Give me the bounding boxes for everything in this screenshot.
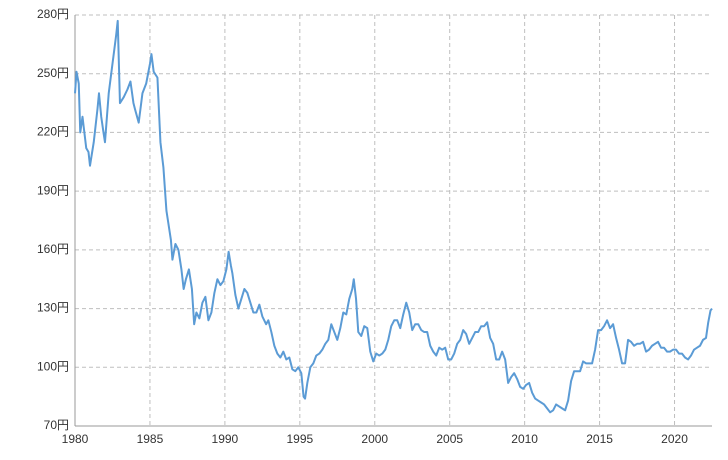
y-tick-label: 190円 [37,183,69,197]
y-tick-label: 130円 [37,301,69,315]
x-tick-label: 2020 [661,432,688,446]
y-tick-label: 70円 [44,418,69,432]
y-tick-label: 220円 [37,125,69,139]
x-tick-label: 2010 [511,432,538,446]
x-tick-label: 1985 [137,432,164,446]
x-tick-label: 2015 [586,432,613,446]
x-tick-label: 1990 [212,432,239,446]
x-tick-label: 1980 [62,432,89,446]
y-tick-label: 160円 [37,242,69,256]
y-tick-label: 280円 [37,7,69,21]
x-tick-label: 2005 [436,432,463,446]
y-tick-label: 250円 [37,66,69,80]
x-tick-label: 1995 [286,432,313,446]
x-tick-label: 2000 [361,432,388,446]
series-line [74,19,713,414]
y-tick-label: 100円 [37,359,69,373]
